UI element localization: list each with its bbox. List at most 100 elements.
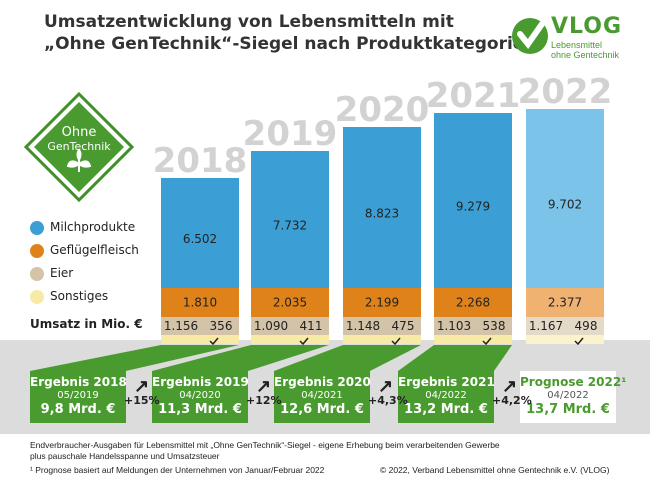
data-label-milchprodukte: 6.502: [183, 232, 217, 246]
svg-text:Ohne: Ohne: [62, 125, 97, 140]
data-label-eier: 1.090: [254, 319, 288, 333]
connector-wedge: [398, 345, 512, 371]
year-label: 2021: [426, 76, 521, 116]
growth-rate: +4,2%: [492, 394, 532, 407]
growth-arrow-icon: ↗: [378, 376, 394, 396]
connector-wedge: [152, 345, 329, 371]
bar-gefluegel: [434, 288, 512, 317]
bar-gefluegel: [343, 288, 421, 317]
data-label-gefluegelfleisch: 2.199: [365, 296, 399, 310]
result-box: Ergebnis 2019 04/2020 11,3 Mrd. €: [152, 371, 249, 423]
check-icon: [299, 337, 309, 346]
bar-eier: [343, 317, 421, 335]
result-date: 05/2019: [57, 390, 99, 401]
bar-gefluegel: [161, 288, 239, 317]
result-label: Ergebnis 2021: [398, 375, 495, 389]
growth-arrow-icon: ↗: [256, 376, 272, 396]
year-label: 2019: [243, 114, 338, 154]
legend-label: Geflügelfleisch: [50, 243, 139, 257]
legend-swatch: [30, 220, 44, 235]
unit-label: Umsatz in Mio. €: [30, 317, 143, 331]
title-line-1: Umsatzentwicklung von Lebensmitteln mit: [44, 12, 454, 32]
growth-rate: +12%: [246, 394, 282, 407]
bar-gefluegel: [526, 288, 604, 317]
data-label-eier: 1.156: [164, 319, 198, 333]
data-label-gefluegelfleisch: 2.377: [548, 296, 582, 310]
legend-item-sonstiges: Sonstiges: [30, 289, 108, 304]
bar-gefluegel: [251, 288, 329, 317]
result-date: 04/2022: [547, 390, 589, 401]
bar-sonstiges: [251, 335, 329, 344]
check-icon: [482, 337, 492, 346]
vlog-brand-name: VLOG: [551, 14, 623, 39]
result-label: Ergebnis 2019: [152, 375, 249, 389]
title-line-2: „Ohne GenTechnik“-Siegel nach Produktkat…: [44, 34, 537, 54]
svg-text:GenTechnik: GenTechnik: [47, 140, 111, 153]
bar-sonstiges: [526, 335, 604, 344]
bar-milch: [434, 113, 512, 288]
legend-item-gefluegel: Geflügelfleisch: [30, 243, 139, 258]
bar-milch: [251, 151, 329, 288]
legend-label: Sonstiges: [50, 289, 109, 303]
growth-rate: +15%: [124, 394, 160, 407]
growth-arrow-icon: ↗: [134, 376, 150, 396]
data-label-gefluegelfleisch: 1.810: [183, 296, 217, 310]
result-date: 04/2021: [301, 390, 343, 401]
data-label-eier: 1.103: [437, 319, 471, 333]
connector-wedge: [30, 345, 239, 371]
vlog-logo-icon: [512, 18, 548, 54]
bar-sonstiges: [434, 335, 512, 344]
result-label: Ergebnis 2020: [274, 375, 371, 389]
result-label: Prognose 2022¹: [520, 375, 627, 389]
vlog-subtitle-1: Lebensmittel: [551, 40, 603, 50]
check-icon: [574, 337, 584, 346]
growth-arrow-icon: ↗: [502, 376, 518, 396]
legend-swatch: [30, 266, 44, 281]
data-label-eier: 1.148: [346, 319, 380, 333]
bar-milch: [343, 127, 421, 288]
legend-item-milch: Milchprodukte: [30, 220, 135, 235]
connector-wedge: [274, 345, 421, 371]
bar-eier: [434, 317, 512, 335]
legend-item-eier: Eier: [30, 266, 73, 281]
year-label: 2022: [518, 72, 613, 112]
data-label-sonstiges: 498: [575, 319, 598, 333]
result-box: Ergebnis 2021 04/2022 13,2 Mrd. €: [398, 371, 495, 423]
vlog-subtitle-2: ohne Gentechnik: [551, 50, 620, 60]
year-label: 2020: [335, 90, 430, 130]
result-box: Prognose 2022¹ 04/2022 13,7 Mrd. €: [520, 371, 627, 423]
result-value: 13,7 Mrd. €: [526, 402, 610, 417]
bar-eier: [251, 317, 329, 335]
data-label-milchprodukte: 9.279: [456, 200, 490, 214]
footer-footnote: ¹ Prognose basiert auf Meldungen der Unt…: [30, 465, 325, 475]
footer-note-2: plus pauschale Handelsspanne und Umsatzs…: [30, 451, 220, 461]
data-label-sonstiges: 475: [392, 319, 415, 333]
bar-eier: [526, 317, 604, 335]
data-label-gefluegelfleisch: 2.035: [273, 296, 307, 310]
result-date: 04/2022: [425, 390, 467, 401]
result-value: 9,8 Mrd. €: [40, 402, 116, 417]
data-label-sonstiges: 411: [300, 319, 323, 333]
result-value: 13,2 Mrd. €: [404, 402, 488, 417]
bar-sonstiges: [161, 335, 239, 344]
result-value: 11,3 Mrd. €: [158, 402, 242, 417]
legend-swatch: [30, 243, 44, 258]
data-label-gefluegelfleisch: 2.268: [456, 296, 490, 310]
data-label-sonstiges: 356: [210, 319, 233, 333]
result-box: Ergebnis 2018 05/2019 9,8 Mrd. €: [30, 371, 127, 423]
data-label-eier: 1.167: [529, 319, 563, 333]
result-label: Ergebnis 2018: [30, 375, 127, 389]
footer-copyright: © 2022, Verband Lebensmittel ohne Gentec…: [380, 465, 610, 475]
bar-sonstiges: [343, 335, 421, 344]
bar-milch: [161, 178, 239, 288]
growth-rate: +4,3%: [368, 394, 408, 407]
data-label-sonstiges: 538: [483, 319, 506, 333]
result-date: 04/2020: [179, 390, 221, 401]
bar-eier: [161, 317, 239, 335]
legend-label: Eier: [50, 266, 74, 280]
data-label-milchprodukte: 7.732: [273, 219, 307, 233]
data-label-milchprodukte: 8.823: [365, 207, 399, 221]
result-box: Ergebnis 2020 04/2021 12,6 Mrd. €: [274, 371, 371, 423]
legend-label: Milchprodukte: [50, 220, 136, 234]
